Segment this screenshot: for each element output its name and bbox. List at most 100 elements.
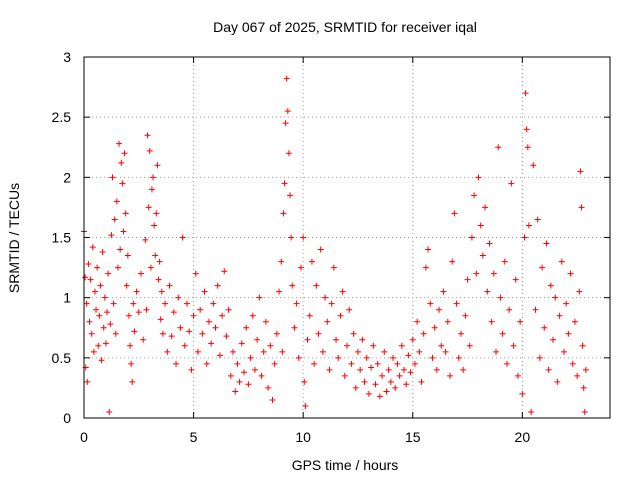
data-point xyxy=(300,234,307,241)
data-point xyxy=(223,333,230,340)
data-point xyxy=(552,294,559,301)
data-point xyxy=(265,384,272,391)
data-point xyxy=(581,408,588,415)
data-point xyxy=(442,348,449,355)
data-point xyxy=(87,276,94,283)
data-point xyxy=(499,330,506,337)
data-point xyxy=(567,270,574,277)
data-point xyxy=(376,393,383,400)
data-point xyxy=(488,318,495,325)
x-tick-label: 5 xyxy=(190,429,198,445)
data-point xyxy=(403,381,410,388)
data-point xyxy=(123,282,130,289)
data-point xyxy=(576,288,583,295)
data-point xyxy=(276,288,283,295)
data-point xyxy=(279,348,286,355)
data-point xyxy=(146,147,153,154)
data-point xyxy=(304,336,311,343)
data-point xyxy=(186,328,193,335)
data-point xyxy=(311,360,318,367)
data-point xyxy=(514,372,521,379)
data-point xyxy=(541,324,548,331)
data-point xyxy=(563,300,570,307)
data-point xyxy=(288,234,295,241)
data-point xyxy=(273,330,280,337)
data-point xyxy=(322,294,329,301)
data-point xyxy=(291,324,298,331)
data-point xyxy=(565,330,572,337)
data-point xyxy=(536,354,543,361)
data-point xyxy=(532,306,539,313)
x-axis-label: GPS time / hours xyxy=(292,457,399,473)
data-point xyxy=(98,357,105,364)
data-point xyxy=(390,354,397,361)
data-point xyxy=(394,360,401,367)
data-point xyxy=(512,276,519,283)
data-point xyxy=(372,381,379,388)
data-point xyxy=(346,306,353,313)
y-tick-label: 2 xyxy=(63,169,71,185)
data-point xyxy=(440,288,447,295)
data-point xyxy=(387,378,394,385)
y-tick-label: 0.5 xyxy=(52,350,72,366)
data-point xyxy=(119,180,126,187)
data-point xyxy=(571,318,578,325)
data-point xyxy=(135,309,142,316)
x-tick-label: 10 xyxy=(295,429,311,445)
data-point xyxy=(101,294,108,301)
data-point xyxy=(137,270,144,277)
data-point xyxy=(113,198,120,205)
data-point xyxy=(117,246,124,253)
data-point xyxy=(124,252,131,259)
data-point xyxy=(94,264,101,271)
data-point xyxy=(344,342,350,349)
y-axis-label: SRMTID / TECUs xyxy=(6,183,22,293)
data-point xyxy=(203,360,210,367)
data-point xyxy=(525,222,532,229)
data-point xyxy=(519,390,526,397)
data-point xyxy=(429,354,436,361)
data-point xyxy=(100,324,107,331)
data-point xyxy=(111,216,118,223)
data-point xyxy=(88,330,95,337)
data-point xyxy=(361,378,368,385)
data-point xyxy=(104,309,111,316)
data-point xyxy=(127,342,134,349)
data-point xyxy=(317,246,324,253)
data-point xyxy=(143,306,150,313)
data-point xyxy=(414,318,421,325)
data-point xyxy=(97,282,104,289)
data-point xyxy=(374,360,381,367)
data-point xyxy=(582,366,589,373)
data-point xyxy=(145,204,152,211)
data-point xyxy=(131,328,138,335)
data-point xyxy=(528,408,535,415)
data-point xyxy=(398,342,405,349)
data-point xyxy=(319,348,326,355)
data-point xyxy=(225,306,232,313)
data-point xyxy=(484,288,491,295)
data-point xyxy=(184,300,191,307)
data-point xyxy=(580,384,587,391)
data-point xyxy=(112,330,119,337)
data-point xyxy=(427,300,434,307)
y-tick-label: 2.5 xyxy=(52,109,72,125)
data-point xyxy=(508,180,515,187)
data-point xyxy=(326,366,333,373)
data-point xyxy=(333,336,340,343)
data-point xyxy=(407,369,414,376)
data-point xyxy=(425,246,432,253)
data-point xyxy=(256,294,263,301)
data-point xyxy=(159,330,166,337)
data-point xyxy=(280,210,287,217)
data-point xyxy=(177,324,184,331)
data-point xyxy=(297,264,304,271)
data-points xyxy=(81,75,589,415)
data-point xyxy=(558,258,565,265)
data-point xyxy=(238,340,245,347)
data-point xyxy=(477,222,484,229)
grid-lines xyxy=(84,57,610,418)
data-point xyxy=(118,159,125,166)
data-point xyxy=(359,336,366,343)
data-point xyxy=(517,318,524,325)
